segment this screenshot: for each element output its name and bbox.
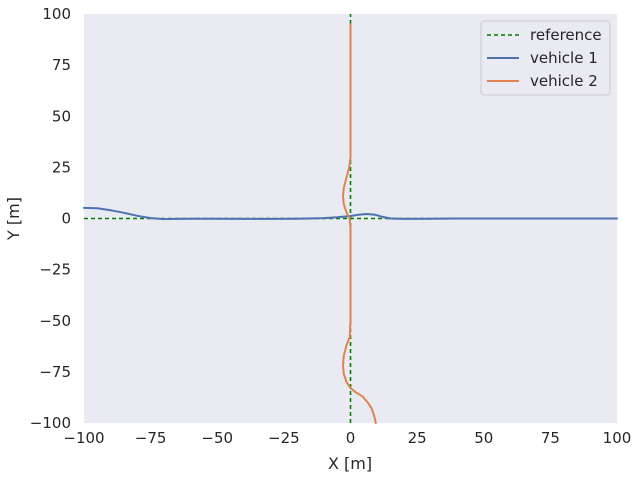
y-tick-label: 0: [61, 210, 71, 228]
x-tick-label: −50: [201, 429, 233, 447]
y-tick-label: −25: [39, 261, 71, 279]
y-tick-label: 100: [42, 5, 71, 23]
legend-box: [480, 20, 611, 96]
y-tick-label: 75: [52, 56, 71, 74]
x-tick-label: −25: [268, 429, 300, 447]
y-tick-label: −50: [39, 312, 71, 330]
x-tick-label: 25: [408, 429, 427, 447]
x-tick-label: 50: [474, 429, 493, 447]
legend: reference vehicle 1 vehicle 2: [480, 20, 611, 96]
y-axis-label: Y [m]: [4, 197, 23, 241]
x-tick-label: 0: [346, 429, 356, 447]
x-axis-label: X [m]: [328, 454, 372, 473]
legend-label-reference: reference: [530, 26, 602, 44]
series-layer: [83, 23, 618, 424]
y-tick-labels: −100 −75 −50 −25 0 25 50 75 100: [30, 5, 71, 432]
y-tick-label: −100: [30, 414, 71, 432]
vehicle-1-path: [83, 206, 618, 221]
x-tick-labels: −100 −75 −50 −25 0 25 50 75 100: [63, 429, 631, 447]
legend-label-vehicle-1: vehicle 1: [530, 49, 598, 67]
legend-label-vehicle-2: vehicle 2: [530, 72, 598, 90]
x-tick-label: 75: [541, 429, 560, 447]
x-tick-label: −100: [63, 429, 104, 447]
y-tick-label: −75: [39, 363, 71, 381]
y-tick-label: 50: [52, 107, 71, 125]
x-tick-label: 100: [603, 429, 632, 447]
y-tick-label: 25: [52, 158, 71, 176]
x-tick-label: −75: [135, 429, 167, 447]
vehicle-2-path: [342, 23, 377, 424]
